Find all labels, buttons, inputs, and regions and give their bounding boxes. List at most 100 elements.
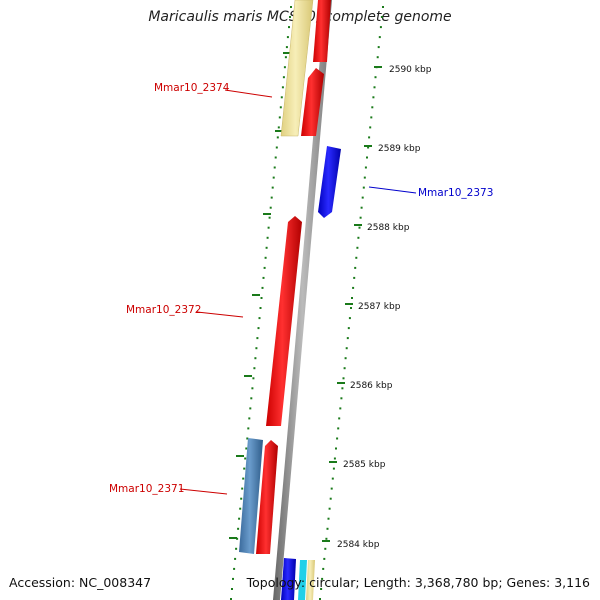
track-dot: [250, 397, 253, 400]
track-dot: [285, 46, 288, 49]
track-dot: [274, 156, 277, 159]
track-dot: [369, 126, 372, 129]
track-dot: [278, 116, 281, 119]
track-dot: [374, 76, 377, 79]
track-dot: [281, 86, 284, 89]
track-dot: [242, 477, 245, 480]
track-dot: [268, 216, 271, 219]
track-dot: [254, 357, 257, 360]
track-dot: [337, 427, 340, 430]
track-dot: [321, 577, 324, 580]
track-dot: [367, 146, 370, 149]
track-dot: [276, 136, 279, 139]
track-dot: [326, 527, 329, 530]
track-dot: [358, 226, 361, 229]
track-dot: [255, 347, 258, 350]
track-dot: [270, 196, 273, 199]
track-dot: [332, 467, 335, 470]
track-dot: [289, 16, 291, 18]
track-dot: [275, 146, 278, 149]
track-dot: [267, 226, 270, 229]
track-dot: [340, 397, 343, 400]
label-mmar10-2372[interactable]: Mmar10_2372: [126, 304, 201, 316]
track-dot: [290, 6, 292, 8]
track-dot: [279, 106, 282, 109]
label-mmar10-2374[interactable]: Mmar10_2374: [154, 82, 230, 94]
track-dash: [252, 294, 260, 296]
track-dot: [240, 497, 243, 500]
track-dot: [277, 126, 280, 129]
tick-2590: 2590 kbp: [389, 65, 432, 75]
track-dot: [360, 206, 363, 209]
track-dot: [282, 76, 285, 79]
track-dot: [253, 367, 256, 370]
track-dot: [262, 276, 265, 279]
track-dot: [237, 527, 240, 530]
accession-text: Accession: NC_008347: [9, 575, 152, 590]
track-dot: [378, 36, 381, 39]
track-dot: [264, 256, 267, 259]
track-dot: [328, 507, 331, 510]
label-mmar10-2373[interactable]: Mmar10_2373: [418, 187, 493, 199]
track-dot: [368, 136, 371, 139]
track-dash: [229, 537, 237, 539]
feature-tan-bottom: [306, 560, 315, 600]
track-dot: [370, 116, 373, 119]
track-dot: [366, 156, 368, 159]
gene-mmar10-2374: [301, 68, 324, 136]
track-dots: [229, 6, 384, 600]
track-dot: [245, 447, 248, 450]
track-dot: [329, 497, 332, 500]
tick-2589: 2589 kbp: [378, 144, 421, 154]
genome-backbone: [273, 0, 332, 600]
track-dot: [362, 186, 365, 189]
track-dot: [239, 507, 242, 510]
track-dot: [241, 487, 244, 490]
track-dot: [322, 567, 325, 570]
track-dot: [236, 537, 239, 540]
feature-cyan-bottom: [298, 560, 307, 600]
track-dot: [343, 367, 346, 370]
track-dot: [373, 86, 376, 89]
kbp-ticks: 2590 kbp 2589 kbp 2588 kbp 2587 kbp 2586…: [322, 65, 432, 550]
track-dot: [244, 457, 247, 460]
track-dot: [288, 26, 290, 29]
track-dot: [323, 557, 326, 560]
track-dot: [238, 517, 241, 520]
track-dot: [350, 307, 352, 309]
track-dot: [357, 236, 360, 239]
track-dot: [251, 387, 254, 390]
track-dot: [339, 407, 342, 410]
label-mmar10-2371[interactable]: Mmar10_2371: [109, 483, 184, 495]
track-dot: [353, 276, 356, 279]
feature-steelblue: [239, 438, 263, 554]
track-dot: [342, 377, 345, 380]
track-dot: [335, 447, 337, 450]
track-dot: [260, 297, 263, 299]
track-dot: [269, 206, 272, 209]
tick-2587: 2587 kbp: [358, 302, 401, 312]
track-dot: [324, 547, 327, 550]
track-dot: [248, 417, 251, 420]
gene-mmar10-2372: [266, 216, 302, 426]
track-dot: [320, 588, 323, 590]
track-dot: [359, 216, 362, 219]
track-dot: [371, 106, 374, 109]
track-dot: [364, 166, 367, 169]
track-dot: [355, 256, 358, 259]
track-dot: [283, 66, 286, 69]
track-dot: [347, 327, 350, 330]
track-dot: [348, 317, 351, 320]
track-dot: [261, 286, 264, 289]
track-dot: [327, 517, 330, 520]
topology-text: Topology: circular; Length: 3,368,780 bp…: [246, 575, 590, 590]
feature-tan-top: [280, 0, 314, 137]
track-dot: [235, 547, 238, 550]
track-dot: [256, 337, 259, 340]
track-dot: [243, 467, 246, 470]
track-dot: [361, 196, 364, 199]
track-dot: [356, 246, 359, 249]
track-dot: [377, 46, 380, 49]
track-dot: [380, 16, 383, 18]
